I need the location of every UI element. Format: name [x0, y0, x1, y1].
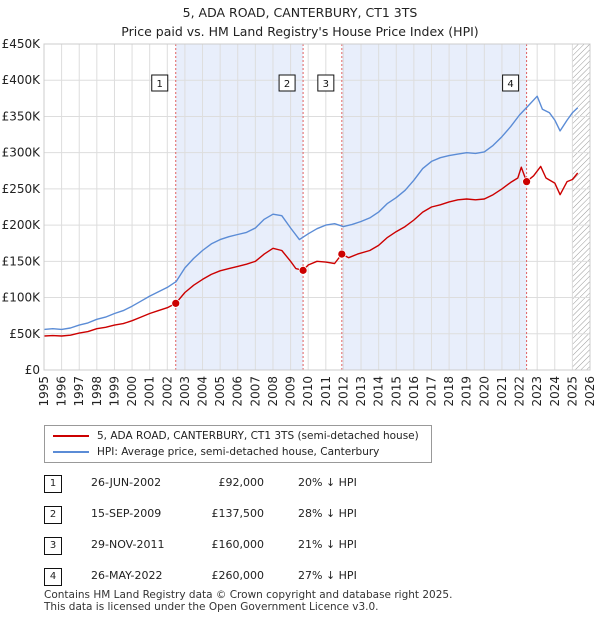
x-tick-label: 2009	[284, 376, 298, 407]
sale-marker-label: 3	[323, 79, 329, 90]
x-tick-label: 2000	[125, 376, 139, 407]
sales-table: 1 26-JUN-2002 £92,000 20% ↓ HPI 2 15-SEP…	[44, 472, 464, 596]
sale-price: £92,000	[218, 476, 265, 489]
sale-number-badge: 3	[44, 537, 62, 555]
x-tick-label: 2026	[583, 376, 597, 407]
sale-marker-badge	[151, 74, 169, 92]
x-tick-label: 2017	[424, 376, 438, 407]
sale-hpi-diff: 28% ↓ HPI	[298, 507, 357, 520]
x-tick-label: 2005	[213, 376, 227, 407]
sale-date: 26-MAY-2022	[91, 569, 163, 582]
y-tick-label: £50K	[9, 327, 41, 341]
sale-number-badge: 1	[44, 475, 62, 493]
chart-legend: 5, ADA ROAD, CANTERBURY, CT1 3TS (semi-d…	[44, 425, 432, 463]
forecast-hatch-region	[572, 44, 590, 370]
sale-row: 1 26-JUN-2002 £92,000 20% ↓ HPI	[44, 472, 464, 503]
x-tick-label: 2008	[266, 376, 280, 407]
sale-price: £260,000	[211, 569, 265, 582]
sale-date: 29-NOV-2011	[91, 538, 165, 551]
y-tick-label: £250K	[2, 182, 42, 196]
x-tick-label: 2023	[530, 376, 544, 407]
x-tick-label: 2015	[389, 376, 403, 407]
sale-hpi-diff: 21% ↓ HPI	[298, 538, 357, 551]
footer-attribution: Contains HM Land Registry data © Crown c…	[44, 589, 452, 613]
sale-point	[171, 298, 181, 308]
y-tick-label: £300K	[2, 146, 42, 160]
x-tick-label: 2025	[565, 376, 579, 407]
plot-border	[43, 43, 591, 371]
x-tick-label: 2004	[196, 376, 210, 407]
legend-label-property: 5, ADA ROAD, CANTERBURY, CT1 3TS (semi-d…	[97, 430, 419, 442]
x-tick-label: 1999	[107, 376, 121, 407]
x-tick-label: 2019	[460, 376, 474, 407]
x-tick-label: 2021	[495, 376, 509, 407]
sale-marker-badge	[317, 74, 335, 92]
y-tick-label: £100K	[2, 291, 42, 305]
sale-date: 26-JUN-2002	[91, 476, 162, 489]
sale-point	[522, 177, 531, 187]
legend-item-property: 5, ADA ROAD, CANTERBURY, CT1 3TS (semi-d…	[53, 428, 419, 444]
x-tick-label: 2012	[336, 376, 350, 407]
x-tick-label: 2001	[143, 376, 157, 407]
footer-copyright: Contains HM Land Registry data © Crown c…	[44, 589, 453, 601]
title-address: 5, ADA ROAD, CANTERBURY, CT1 3TS	[182, 5, 418, 20]
sale-price: £137,500	[211, 507, 265, 520]
sale-row: 4 26-MAY-2022 £260,000 27% ↓ HPI	[44, 565, 464, 596]
sale-marker-badge	[502, 74, 520, 92]
x-tick-label: 2011	[319, 376, 333, 407]
sale-marker-label: 2	[284, 79, 290, 90]
y-tick-label: £200K	[2, 218, 42, 232]
sale-hpi-diff: 20% ↓ HPI	[298, 476, 357, 489]
legend-item-hpi: HPI: Average price, semi-detached house,…	[53, 444, 379, 460]
x-tick-label: 2006	[231, 376, 245, 407]
x-tick-label: 2013	[354, 376, 368, 407]
x-tick-label: 2003	[178, 376, 192, 407]
legend-swatch-hpi	[53, 451, 89, 453]
x-tick-label: 2014	[372, 376, 386, 407]
x-tick-label: 1996	[55, 376, 69, 407]
legend-label-hpi: HPI: Average price, semi-detached house,…	[97, 446, 380, 458]
sale-marker-label: 1	[157, 79, 163, 90]
title-subtitle: Price paid vs. HM Land Registry's House …	[121, 24, 479, 39]
sale-hpi-diff: 27% ↓ HPI	[298, 569, 357, 582]
sale-row: 3 29-NOV-2011 £160,000 21% ↓ HPI	[44, 534, 464, 565]
sale-price: £160,000	[211, 538, 265, 551]
x-tick-label: 1997	[72, 376, 86, 407]
x-tick-label: 2007	[248, 376, 262, 407]
sale-number-badge: 4	[44, 568, 62, 586]
y-tick-label: £450K	[2, 37, 42, 51]
y-tick-label: £150K	[2, 254, 42, 268]
property-series-line	[43, 165, 579, 337]
x-tick-label: 2024	[548, 376, 562, 407]
y-tick-label: £400K	[2, 73, 42, 87]
hpi-series-line	[43, 95, 579, 331]
sale-row: 2 15-SEP-2009 £137,500 28% ↓ HPI	[44, 503, 464, 534]
legend-swatch-property	[53, 435, 89, 437]
x-tick-label: 2010	[301, 376, 315, 407]
sale-point	[337, 249, 347, 259]
sale-point	[298, 265, 308, 275]
sale-date: 15-SEP-2009	[91, 507, 162, 520]
y-tick-label: £0	[25, 363, 40, 377]
price-chart: 1 2 3 4 £0 £50K £100K £150K £200K £250K £300K £350…	[2, 37, 597, 407]
x-tick-label: 1995	[37, 376, 51, 407]
sale-number-badge: 2	[44, 506, 62, 524]
x-tick-label: 2016	[407, 376, 421, 407]
sale-period-shade	[175, 44, 304, 370]
x-tick-label: 2022	[513, 376, 527, 407]
sale-marker-label: 4	[507, 79, 513, 90]
x-tick-label: 2018	[442, 376, 456, 407]
sale-marker-badge	[278, 74, 296, 92]
footer-licence: This data is licensed under the Open Gov…	[44, 601, 379, 613]
y-tick-label: £350K	[2, 109, 42, 123]
x-tick-label: 1998	[90, 376, 104, 407]
chart-title: 5, ADA ROAD, CANTERBURY, CT1 3TS Price p…	[0, 3, 600, 41]
x-tick-label: 2020	[477, 376, 491, 407]
x-tick-label: 2002	[160, 376, 174, 407]
